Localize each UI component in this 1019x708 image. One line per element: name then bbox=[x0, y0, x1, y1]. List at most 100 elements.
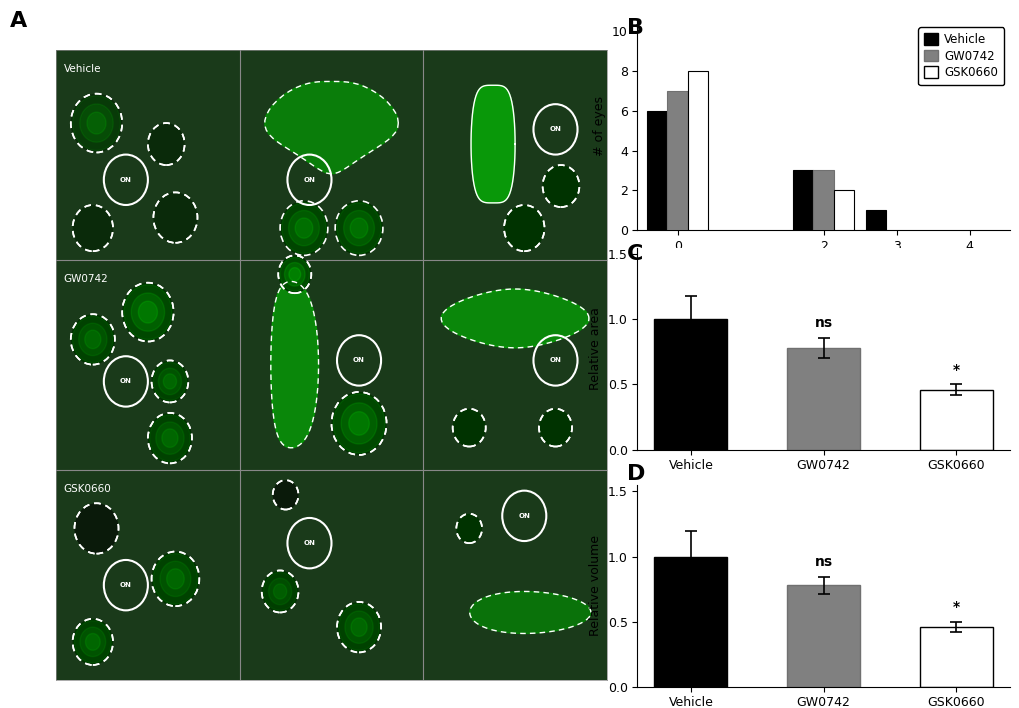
Bar bbox=[687, 71, 707, 230]
Bar bbox=[834, 190, 854, 230]
Circle shape bbox=[70, 93, 122, 152]
Circle shape bbox=[278, 256, 311, 293]
Circle shape bbox=[262, 571, 299, 612]
Polygon shape bbox=[271, 282, 318, 447]
Y-axis label: # of eyes: # of eyes bbox=[593, 96, 605, 156]
Polygon shape bbox=[158, 368, 181, 394]
Y-axis label: Relative area: Relative area bbox=[589, 307, 601, 390]
Circle shape bbox=[542, 165, 579, 207]
Polygon shape bbox=[263, 573, 297, 610]
Circle shape bbox=[148, 413, 192, 463]
Text: ns: ns bbox=[814, 316, 832, 331]
Bar bbox=[812, 171, 834, 230]
Text: ON: ON bbox=[304, 540, 315, 546]
Circle shape bbox=[152, 552, 199, 606]
Text: ON: ON bbox=[120, 177, 131, 183]
Text: ON: ON bbox=[549, 358, 560, 363]
Polygon shape bbox=[87, 112, 106, 134]
Polygon shape bbox=[288, 210, 319, 246]
Polygon shape bbox=[124, 285, 171, 339]
Text: *: * bbox=[952, 362, 959, 377]
Text: B: B bbox=[627, 18, 644, 38]
Text: GSK0660: GSK0660 bbox=[63, 484, 111, 494]
Bar bbox=[654, 556, 727, 687]
Text: ON: ON bbox=[120, 582, 131, 588]
Polygon shape bbox=[160, 561, 191, 597]
Bar bbox=[865, 210, 886, 230]
Circle shape bbox=[455, 514, 482, 543]
Text: A: A bbox=[10, 11, 28, 30]
Polygon shape bbox=[162, 429, 178, 447]
Circle shape bbox=[336, 602, 381, 652]
Polygon shape bbox=[338, 604, 379, 650]
Polygon shape bbox=[139, 301, 157, 323]
Bar bbox=[787, 586, 859, 687]
Polygon shape bbox=[79, 627, 106, 656]
Circle shape bbox=[452, 409, 485, 447]
Circle shape bbox=[70, 314, 115, 365]
Bar bbox=[919, 389, 991, 450]
Polygon shape bbox=[150, 415, 190, 461]
Polygon shape bbox=[273, 584, 286, 599]
Polygon shape bbox=[350, 218, 368, 238]
Polygon shape bbox=[85, 330, 101, 348]
Polygon shape bbox=[265, 81, 398, 174]
Polygon shape bbox=[471, 85, 515, 203]
Text: GW0742: GW0742 bbox=[63, 274, 108, 285]
Bar bbox=[919, 627, 991, 687]
Polygon shape bbox=[294, 218, 313, 238]
Legend: Vehicle, GW0742, GSK0660: Vehicle, GW0742, GSK0660 bbox=[917, 27, 1003, 85]
X-axis label: Merged lesions: Merged lesions bbox=[763, 258, 882, 273]
Bar bbox=[792, 171, 812, 230]
Circle shape bbox=[72, 619, 113, 665]
Bar bbox=[666, 91, 687, 230]
Polygon shape bbox=[333, 394, 384, 453]
Circle shape bbox=[74, 503, 118, 554]
Text: ON: ON bbox=[120, 378, 131, 384]
Text: ON: ON bbox=[518, 513, 530, 519]
Bar bbox=[654, 319, 727, 450]
Polygon shape bbox=[163, 374, 176, 389]
Polygon shape bbox=[153, 362, 186, 400]
Polygon shape bbox=[343, 210, 374, 246]
Polygon shape bbox=[344, 611, 373, 644]
Polygon shape bbox=[336, 203, 381, 253]
Circle shape bbox=[280, 201, 327, 256]
Circle shape bbox=[272, 480, 299, 510]
Bar bbox=[787, 348, 859, 450]
Circle shape bbox=[148, 123, 184, 165]
Text: ON: ON bbox=[549, 126, 560, 132]
Circle shape bbox=[152, 360, 189, 402]
Text: ns: ns bbox=[814, 555, 832, 569]
Y-axis label: Relative volume: Relative volume bbox=[589, 535, 601, 636]
Polygon shape bbox=[86, 634, 100, 650]
Polygon shape bbox=[72, 316, 113, 362]
Polygon shape bbox=[72, 96, 120, 150]
Polygon shape bbox=[268, 578, 291, 605]
Polygon shape bbox=[153, 554, 198, 604]
Polygon shape bbox=[340, 403, 377, 444]
Polygon shape bbox=[156, 422, 183, 455]
Text: Vehicle: Vehicle bbox=[63, 64, 101, 74]
Polygon shape bbox=[79, 104, 113, 142]
Polygon shape bbox=[131, 293, 164, 331]
Text: *: * bbox=[952, 600, 959, 614]
Circle shape bbox=[72, 205, 113, 251]
Polygon shape bbox=[280, 258, 309, 291]
Bar bbox=[646, 110, 666, 230]
Circle shape bbox=[331, 392, 386, 455]
Polygon shape bbox=[441, 289, 588, 348]
Circle shape bbox=[335, 201, 382, 256]
Circle shape bbox=[503, 205, 544, 251]
Polygon shape bbox=[166, 569, 184, 589]
Polygon shape bbox=[288, 268, 301, 281]
Polygon shape bbox=[284, 263, 305, 286]
Circle shape bbox=[122, 282, 173, 341]
Polygon shape bbox=[74, 621, 111, 663]
Text: D: D bbox=[627, 464, 645, 484]
Polygon shape bbox=[470, 591, 590, 634]
Polygon shape bbox=[348, 411, 369, 435]
Text: ON: ON bbox=[304, 177, 315, 183]
Polygon shape bbox=[281, 203, 326, 253]
Circle shape bbox=[538, 409, 572, 447]
